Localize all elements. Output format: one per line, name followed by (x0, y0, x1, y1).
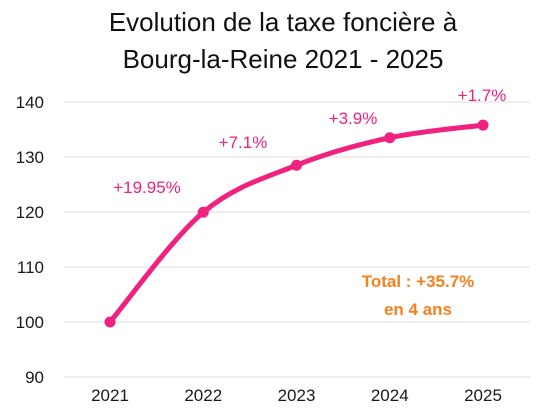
x-axis-ticks: 2021 2022 2023 2024 2025 (91, 386, 502, 405)
gridlines (64, 101, 530, 378)
x-tick-label: 2025 (464, 386, 502, 405)
chart-title-line-2: Bourg-la-Reine 2021 - 2025 (123, 44, 444, 74)
y-tick-label: 110 (17, 258, 44, 277)
x-tick-label: 2022 (184, 386, 222, 405)
y-tick-label: 130 (16, 148, 44, 167)
data-label: +3.9% (329, 109, 378, 128)
y-tick-label: 100 (16, 313, 44, 332)
chart-title-line-1: Evolution de la taxe foncière à (109, 7, 458, 37)
data-label: +19.95% (113, 178, 181, 197)
series (104, 119, 489, 328)
total-annotation-line-1: Total : +35.7% (362, 272, 475, 291)
x-tick-label: 2023 (278, 386, 316, 405)
total-annotation-line-2: en 4 ans (384, 300, 452, 319)
data-point-2025 (477, 119, 489, 131)
data-point-2024 (384, 132, 396, 144)
series-line (107, 122, 486, 325)
data-point-2023 (291, 159, 302, 171)
x-tick-label: 2021 (91, 386, 129, 405)
data-point-2021 (104, 316, 116, 328)
y-tick-label: 120 (16, 203, 44, 222)
y-tick-label: 90 (25, 368, 44, 387)
y-tick-label: 140 (16, 93, 44, 112)
data-point-2022 (197, 206, 209, 218)
data-labels: +19.95% +7.1% +3.9% +1.7% (113, 86, 506, 197)
y-axis-ticks: 90 100 110 120 130 140 (16, 93, 44, 387)
data-label: +1.7% (458, 86, 507, 105)
data-label: +7.1% (219, 133, 268, 152)
x-tick-label: 2024 (371, 386, 409, 405)
